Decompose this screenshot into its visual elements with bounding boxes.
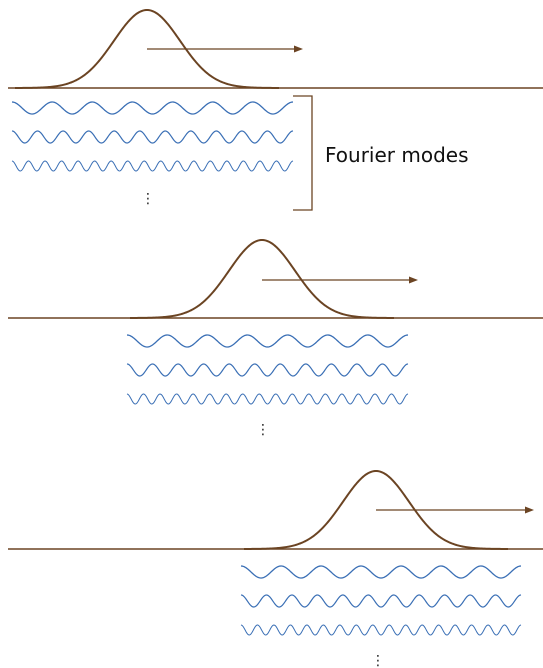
- panel-2: ⋮: [8, 238, 543, 438]
- wave-packet: [15, 8, 279, 89]
- fourier-modes-bracket: [293, 95, 313, 211]
- continuation-dots: ⋮: [256, 422, 270, 438]
- arrow-head: [294, 45, 303, 53]
- fourier-mode-wave: [126, 393, 409, 405]
- fourier-mode-wave: [126, 334, 409, 348]
- fourier-mode-wave: [11, 101, 294, 115]
- fourier-mode-wave: [240, 624, 522, 636]
- wave-packet: [244, 469, 508, 550]
- fourier-mode-wave: [11, 160, 294, 172]
- arrow-head: [525, 506, 534, 514]
- fourier-mode-wave: [126, 363, 409, 377]
- continuation-dots: ⋮: [371, 653, 385, 668]
- fourier-mode-wave: [240, 594, 522, 608]
- continuation-dots: ⋮: [141, 191, 155, 207]
- panels: ⋮ ⋮ ⋮: [8, 8, 543, 668]
- fourier-mode-wave: [11, 130, 294, 144]
- wave-packet: [130, 238, 394, 319]
- fourier-mode-wave: [240, 565, 522, 579]
- fourier-modes-label: Fourier modes: [325, 143, 469, 167]
- arrow-head: [409, 276, 418, 284]
- panel-1: ⋮: [8, 8, 543, 207]
- panel-3: ⋮: [8, 469, 543, 668]
